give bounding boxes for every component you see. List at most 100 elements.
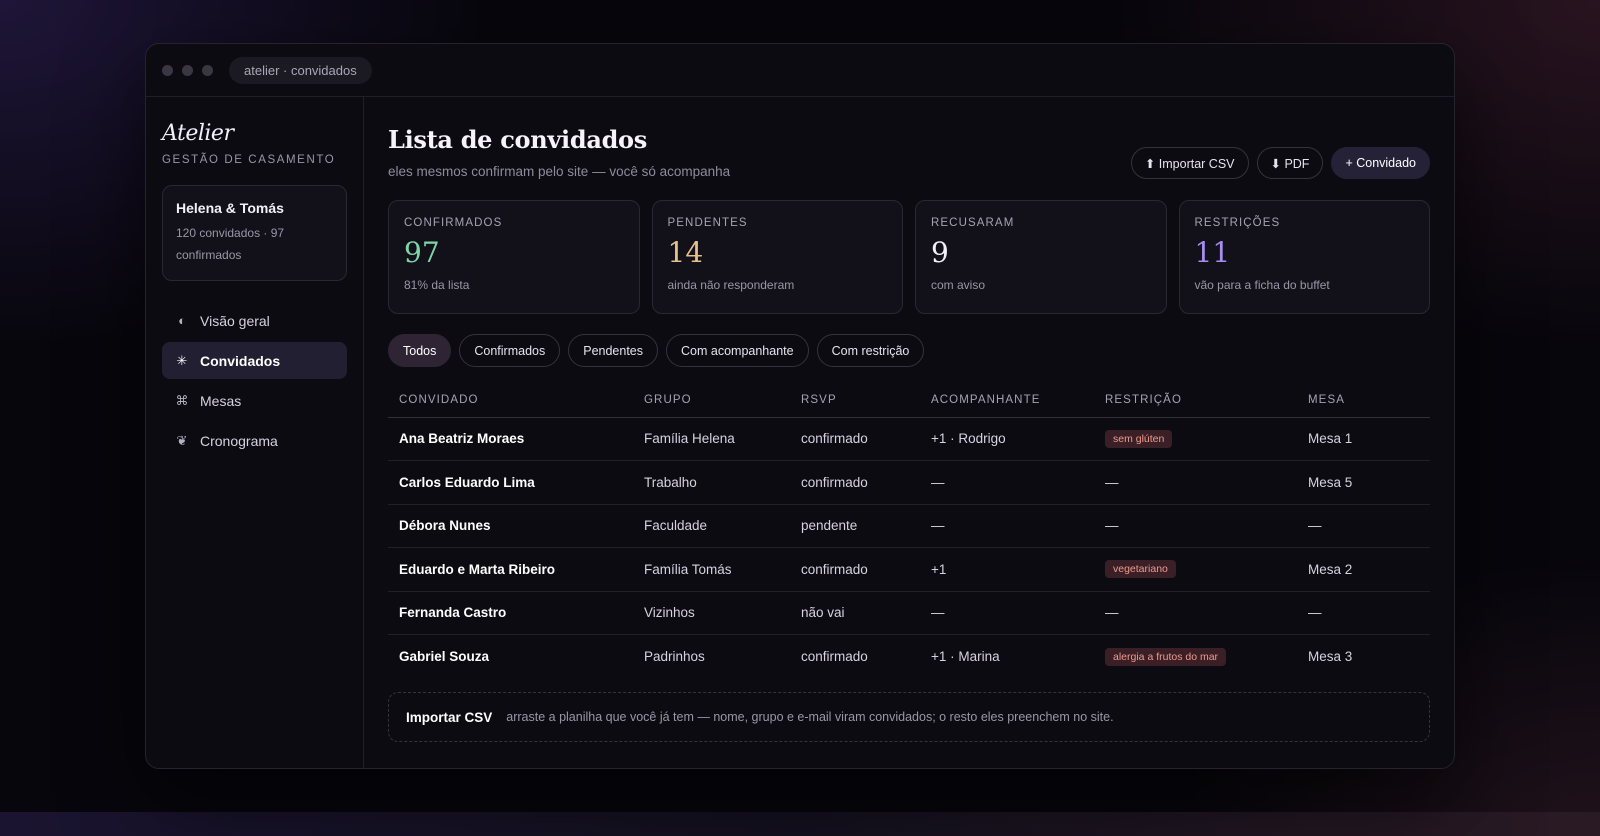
column-header[interactable]: RSVP bbox=[790, 383, 920, 418]
background-strip bbox=[0, 812, 1600, 836]
couple-info: 120 convidados · 97 confirmados bbox=[176, 226, 285, 262]
sidebar-item-mesas[interactable]: ⌘ Mesas bbox=[162, 382, 347, 419]
import-csv-dropzone[interactable]: Importar CSV arraste a planilha que você… bbox=[388, 692, 1430, 742]
stat-value: 97 bbox=[404, 236, 440, 269]
main-content: Lista de convidados eles mesmos confirma… bbox=[364, 97, 1454, 768]
guest-companion: — bbox=[920, 460, 1094, 505]
table-row[interactable]: Ana Beatriz Moraes Família Helena confirma… bbox=[388, 417, 1430, 461]
table-row[interactable]: Carlos Eduardo Lima Trabalho confirmado — — M… bbox=[388, 460, 1430, 505]
guest-group: Vizinhos bbox=[633, 591, 790, 635]
guest-name: Carlos Eduardo Lima bbox=[388, 460, 633, 505]
column-header[interactable]: RESTRIÇÃO bbox=[1094, 383, 1297, 418]
sidebar-item-visao-geral[interactable]: ◐ Visão geral bbox=[162, 302, 347, 339]
guest-rsvp: não vai bbox=[790, 591, 920, 635]
stat-value: 14 bbox=[667, 236, 704, 269]
window-minimize-dot[interactable] bbox=[182, 64, 193, 76]
asterisk-icon: ✳ bbox=[176, 352, 188, 368]
sidebar-item-label: Mesas bbox=[200, 392, 242, 409]
sidebar-item-cronograma[interactable]: ❦ Cronograma bbox=[162, 422, 347, 459]
filter-com-acompanhante[interactable]: Com acompanhante bbox=[666, 334, 809, 367]
window-title: atelier · convidados bbox=[229, 56, 372, 84]
window-close-dot[interactable] bbox=[162, 64, 173, 76]
sidebar-item-label: Cronograma bbox=[200, 432, 278, 449]
guest-rsvp: confirmado bbox=[790, 417, 920, 461]
column-header[interactable]: CONVIDADO bbox=[388, 383, 633, 418]
stat-label: CONFIRMADOS bbox=[404, 217, 503, 229]
command-icon: ⌘ bbox=[175, 392, 189, 408]
sidebar-item-convidados[interactable]: ✳ Convidados bbox=[162, 342, 347, 379]
restriction-tag: alergia a frutos do mar bbox=[1105, 647, 1227, 666]
stat-card-restricoes: RESTRIÇÕES 11 vão para a ficha do buffet bbox=[1178, 200, 1430, 314]
guest-restriction: vegetariano bbox=[1094, 547, 1297, 592]
guest-group: Família Tomás bbox=[633, 547, 790, 592]
guest-companion: +1 · Rodrigo bbox=[920, 417, 1094, 461]
add-guest-button[interactable]: + Convidado bbox=[1331, 147, 1430, 179]
sidebar-item-label: Convidados bbox=[200, 352, 281, 369]
guest-companion: +1 bbox=[920, 547, 1094, 592]
restriction-tag: vegetariano bbox=[1105, 560, 1176, 579]
filter-pendentes[interactable]: Pendentes bbox=[568, 334, 659, 367]
stat-card-pendentes: PENDENTES 14 ainda não responderam bbox=[651, 200, 903, 314]
half-circle-icon: ◐ bbox=[178, 313, 186, 328]
couple-name: Helena & Tomás bbox=[176, 200, 284, 216]
brand-logo: Atelier bbox=[162, 121, 234, 146]
stat-card-confirmados: CONFIRMADOS 97 81% da lista bbox=[388, 200, 640, 314]
guest-restriction: — bbox=[1094, 504, 1297, 548]
guest-rsvp: confirmado bbox=[790, 547, 920, 592]
couple-card: Helena & Tomás 120 convidados · 97 confi… bbox=[162, 185, 347, 281]
table-row[interactable]: Fernanda Castro Vizinhos não vai — — — bbox=[388, 591, 1430, 635]
stat-value: 11 bbox=[1194, 236, 1231, 269]
stat-note: vão para a ficha do buffet bbox=[1194, 278, 1330, 292]
column-header[interactable]: MESA bbox=[1297, 383, 1430, 418]
stat-note: ainda não responderam bbox=[667, 278, 795, 292]
guest-group: Faculdade bbox=[633, 504, 790, 548]
guest-rsvp: pendente bbox=[790, 504, 920, 548]
column-header[interactable]: GRUPO bbox=[633, 383, 790, 418]
guest-table-number: Mesa 1 bbox=[1297, 417, 1430, 461]
app-window: atelier · convidados Atelier GESTÃO DE C… bbox=[145, 43, 1455, 769]
guest-table-number: — bbox=[1297, 591, 1430, 635]
guest-restriction: alergia a frutos do mar bbox=[1094, 635, 1297, 679]
guest-group: Trabalho bbox=[633, 460, 790, 505]
table-row[interactable]: Gabriel Souza Padrinhos confirmado +1 · Mar… bbox=[388, 635, 1430, 679]
guest-companion: +1 · Marina bbox=[931, 649, 1000, 664]
guest-table-number: Mesa 2 bbox=[1297, 547, 1430, 592]
guest-table-number: Mesa 5 bbox=[1297, 460, 1430, 505]
page-title: Lista de convidados bbox=[388, 125, 647, 154]
table-row[interactable]: Eduardo e Marta Ribeiro Família Tomás conf… bbox=[388, 547, 1430, 592]
sidebar-item-label: Visão geral bbox=[200, 312, 270, 329]
guest-restriction: sem glúten bbox=[1094, 417, 1297, 461]
stat-note: 81% da lista bbox=[404, 278, 470, 292]
window-maximize-dot[interactable] bbox=[202, 64, 213, 76]
stats-row: CONFIRMADOS 97 81% da lista PENDENTES 14… bbox=[388, 200, 1430, 314]
pdf-button[interactable]: ⬇ PDF bbox=[1256, 147, 1324, 179]
guest-name: Fernanda Castro bbox=[388, 591, 633, 635]
filter-confirmados[interactable]: Confirmados bbox=[459, 334, 561, 367]
table-header-row: CONVIDADO GRUPO RSVP ACOMPANHANTE RESTRI… bbox=[388, 383, 1430, 418]
guest-companion: — bbox=[920, 591, 1094, 635]
guest-table-number: — bbox=[1297, 504, 1430, 548]
guest-restriction: — bbox=[1094, 591, 1297, 635]
guest-table-number: Mesa 3 bbox=[1308, 649, 1353, 664]
restriction-tag: sem glúten bbox=[1105, 429, 1173, 448]
guest-restriction: — bbox=[1094, 460, 1297, 505]
sidebar: Atelier GESTÃO DE CASAMENTO Helena & Tom… bbox=[146, 97, 364, 768]
floral-icon: ❦ bbox=[176, 432, 188, 448]
title-bar: atelier · convidados bbox=[146, 44, 1454, 97]
sidebar-nav: ◐ Visão geral ✳ Convidados ⌘ Mesas ❦ Cro… bbox=[162, 302, 347, 459]
guest-rsvp: confirmado bbox=[801, 649, 868, 664]
import-title: Importar CSV bbox=[406, 709, 493, 725]
column-header[interactable]: ACOMPANHANTE bbox=[920, 383, 1094, 418]
guest-name: Débora Nunes bbox=[388, 504, 633, 548]
guest-name: Eduardo e Marta Ribeiro bbox=[388, 547, 633, 592]
stat-card-recusaram: RECUSARAM 9 com aviso bbox=[915, 200, 1167, 314]
import-csv-button[interactable]: ⬆ Importar CSV bbox=[1130, 147, 1249, 179]
stat-label: RESTRIÇÕES bbox=[1194, 217, 1281, 229]
filter-chips: Todos Confirmados Pendentes Com acompanh… bbox=[388, 334, 1430, 367]
guest-group: Família Helena bbox=[633, 417, 790, 461]
table-row[interactable]: Débora Nunes Faculdade pendente — — — bbox=[388, 504, 1430, 548]
header-actions: ⬆ Importar CSV ⬇ PDF + Convidado bbox=[1130, 147, 1430, 179]
guest-name: Gabriel Souza bbox=[399, 649, 490, 664]
filter-com-restricao[interactable]: Com restrição bbox=[816, 334, 925, 367]
filter-todos[interactable]: Todos bbox=[388, 334, 452, 367]
